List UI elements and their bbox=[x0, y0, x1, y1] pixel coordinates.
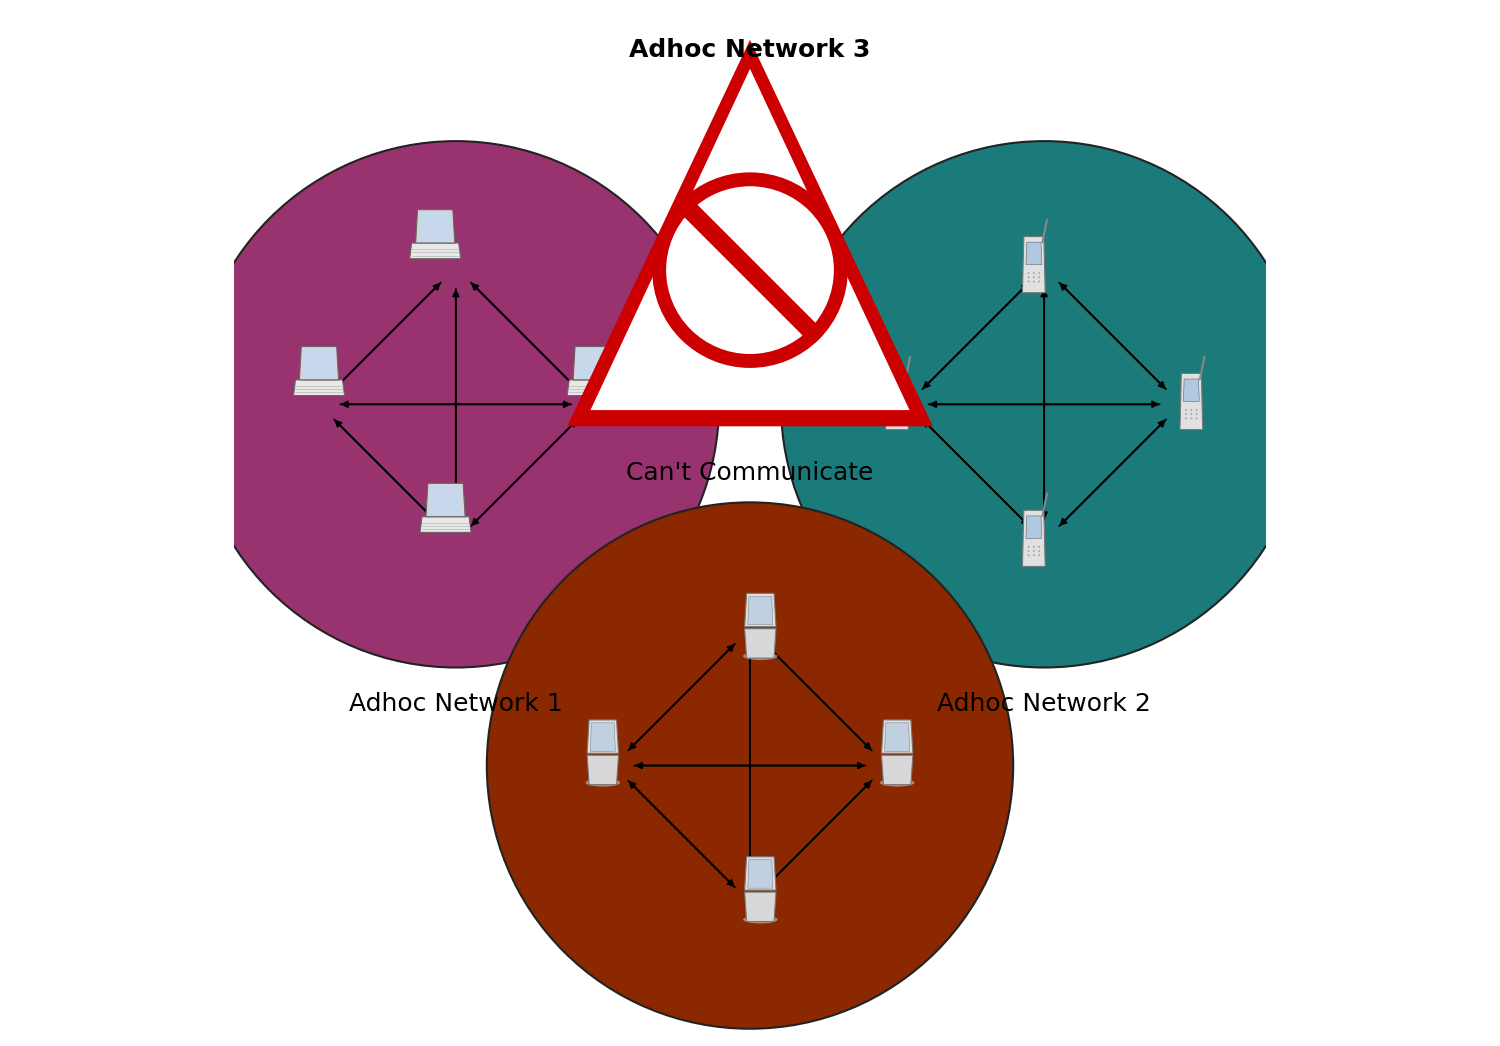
Polygon shape bbox=[416, 209, 454, 243]
Ellipse shape bbox=[880, 779, 915, 787]
Circle shape bbox=[1038, 280, 1040, 282]
Text: Adhoc Network 2: Adhoc Network 2 bbox=[938, 691, 1150, 715]
Circle shape bbox=[1034, 276, 1035, 278]
Circle shape bbox=[1191, 417, 1192, 419]
Polygon shape bbox=[744, 892, 776, 922]
Polygon shape bbox=[1023, 236, 1046, 293]
Circle shape bbox=[902, 409, 903, 411]
Polygon shape bbox=[420, 517, 471, 532]
Polygon shape bbox=[744, 857, 776, 890]
Circle shape bbox=[1028, 554, 1029, 556]
Circle shape bbox=[1038, 276, 1040, 278]
Polygon shape bbox=[1023, 510, 1046, 567]
Polygon shape bbox=[586, 755, 618, 784]
Circle shape bbox=[896, 409, 898, 411]
Polygon shape bbox=[429, 485, 462, 516]
Polygon shape bbox=[294, 380, 345, 395]
Polygon shape bbox=[426, 483, 465, 517]
Circle shape bbox=[192, 141, 718, 667]
Circle shape bbox=[902, 413, 903, 415]
Polygon shape bbox=[1180, 373, 1203, 430]
Polygon shape bbox=[570, 43, 930, 425]
Circle shape bbox=[1185, 417, 1186, 419]
Circle shape bbox=[1196, 413, 1197, 415]
Circle shape bbox=[1034, 272, 1035, 274]
Polygon shape bbox=[591, 69, 909, 410]
Circle shape bbox=[1034, 554, 1035, 556]
Text: Can't Communicate: Can't Communicate bbox=[627, 461, 873, 485]
Text: Adhoc Network 1: Adhoc Network 1 bbox=[350, 691, 562, 715]
Ellipse shape bbox=[585, 779, 620, 787]
Circle shape bbox=[896, 417, 898, 419]
Circle shape bbox=[658, 179, 842, 361]
Polygon shape bbox=[882, 720, 914, 753]
Text: Adhoc Network 3: Adhoc Network 3 bbox=[630, 38, 870, 62]
Polygon shape bbox=[890, 379, 904, 402]
Polygon shape bbox=[303, 348, 336, 379]
Ellipse shape bbox=[742, 915, 777, 924]
Polygon shape bbox=[1026, 243, 1041, 265]
Ellipse shape bbox=[742, 653, 777, 660]
Polygon shape bbox=[748, 596, 772, 624]
Polygon shape bbox=[591, 723, 615, 751]
Circle shape bbox=[1028, 280, 1029, 282]
Circle shape bbox=[1028, 546, 1029, 548]
Polygon shape bbox=[300, 346, 339, 380]
Circle shape bbox=[891, 409, 892, 411]
Polygon shape bbox=[419, 211, 452, 242]
Circle shape bbox=[1038, 554, 1040, 556]
Polygon shape bbox=[885, 373, 909, 430]
Polygon shape bbox=[567, 380, 618, 395]
Polygon shape bbox=[573, 346, 612, 380]
Polygon shape bbox=[744, 593, 776, 627]
Polygon shape bbox=[410, 243, 460, 258]
Circle shape bbox=[896, 413, 898, 415]
Circle shape bbox=[1034, 280, 1035, 282]
Circle shape bbox=[1038, 272, 1040, 274]
Circle shape bbox=[891, 417, 892, 419]
Circle shape bbox=[782, 141, 1308, 667]
Circle shape bbox=[1038, 546, 1040, 548]
Circle shape bbox=[488, 502, 1012, 1028]
Polygon shape bbox=[1026, 516, 1041, 539]
Polygon shape bbox=[576, 348, 609, 379]
Polygon shape bbox=[1184, 379, 1198, 402]
Circle shape bbox=[1028, 276, 1029, 278]
Circle shape bbox=[1034, 550, 1035, 552]
Circle shape bbox=[1196, 409, 1197, 411]
Polygon shape bbox=[748, 860, 772, 888]
Circle shape bbox=[1185, 409, 1186, 411]
Circle shape bbox=[1028, 550, 1029, 552]
Polygon shape bbox=[885, 723, 909, 751]
Polygon shape bbox=[882, 755, 914, 784]
Circle shape bbox=[902, 417, 903, 419]
Circle shape bbox=[1038, 550, 1040, 552]
Circle shape bbox=[1191, 409, 1192, 411]
Circle shape bbox=[1034, 546, 1035, 548]
Circle shape bbox=[1028, 272, 1029, 274]
Polygon shape bbox=[744, 629, 776, 658]
Circle shape bbox=[1191, 413, 1192, 415]
Circle shape bbox=[891, 413, 892, 415]
Circle shape bbox=[1185, 413, 1186, 415]
Polygon shape bbox=[586, 720, 618, 753]
Circle shape bbox=[1196, 417, 1197, 419]
